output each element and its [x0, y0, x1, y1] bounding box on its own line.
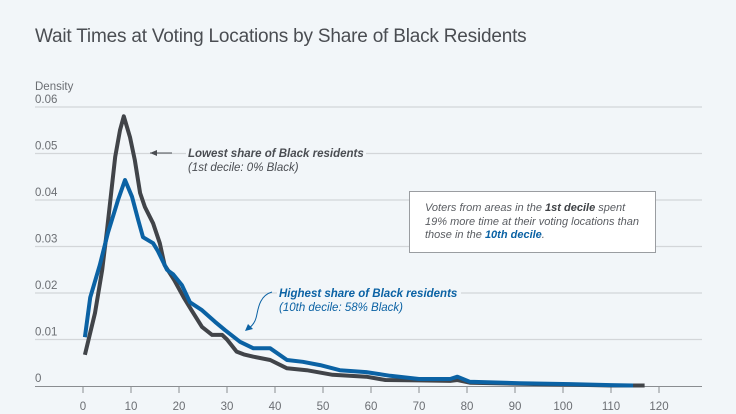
callout-box: Voters from areas in the 1st decile spen…: [409, 191, 656, 253]
y-tick-label: 0.02: [35, 280, 57, 292]
annotation-highest-bg: [277, 286, 461, 299]
x-tick-label: 80: [461, 401, 474, 413]
callout-bold-10th-decile: 10th decile: [484, 229, 542, 241]
series-line-highest-share: [82, 178, 634, 388]
y-tick-label: 0.01: [35, 327, 57, 339]
callout-text-1: Voters from areas in the: [425, 202, 546, 214]
x-tick-label: 110: [602, 401, 620, 413]
annotation-highest-subtitle: (10th decile: 58% Black): [279, 302, 403, 314]
y-axis-label: Density: [35, 81, 74, 93]
annotation-lowest: Lowest share of Black residents (1st dec…: [150, 145, 366, 174]
callout-bold-1st-decile: 1st decile: [545, 202, 596, 214]
y-tick-label: 0.06: [35, 94, 57, 106]
annotation-lowest-title: Lowest share of Black residents: [188, 148, 364, 160]
x-axis: 0 10 20 30 40 50 60 70 80 90 100 110 120: [35, 386, 702, 413]
annotation-lowest-subtitle: (1st decile: 0% Black): [188, 162, 299, 174]
x-tick-label: 40: [269, 401, 282, 413]
x-tick-label: 0: [80, 401, 86, 413]
annotation-highest-title: Highest share of Black residents: [279, 288, 457, 300]
arrow-down-left-icon: [245, 324, 253, 331]
callout-text-3: .: [541, 229, 545, 241]
y-tick-label: 0.05: [35, 141, 57, 153]
x-tick-label: 20: [173, 401, 186, 413]
chart-title: Wait Times at Voting Locations by Share …: [35, 26, 527, 47]
series-lines: [82, 114, 645, 388]
annotation-highest: Highest share of Black residents (10th d…: [245, 286, 461, 331]
x-tick-label: 60: [365, 401, 378, 413]
arrow-curve-highest: [247, 291, 273, 330]
x-tick-label: 50: [317, 401, 330, 413]
x-tick-label: 100: [553, 401, 572, 413]
callout-text-2: spent 19% more time at their voting loca…: [425, 202, 640, 241]
y-tick-label: 0.04: [35, 187, 58, 199]
y-tick-labels: 0 0.01 0.02 0.03 0.04 0.05 0.06: [35, 94, 58, 385]
y-tick-label: 0.03: [35, 234, 57, 246]
y-tick-label: 0: [35, 373, 41, 385]
annotation-lowest-bg: [186, 145, 366, 158]
x-tick-label: 10: [125, 401, 138, 413]
x-tick-label: 30: [221, 401, 234, 413]
x-tick-label: 70: [413, 401, 426, 413]
arrow-left-icon: [150, 150, 157, 156]
x-tick-label: 120: [649, 401, 668, 413]
x-tick-label: 90: [509, 401, 522, 413]
